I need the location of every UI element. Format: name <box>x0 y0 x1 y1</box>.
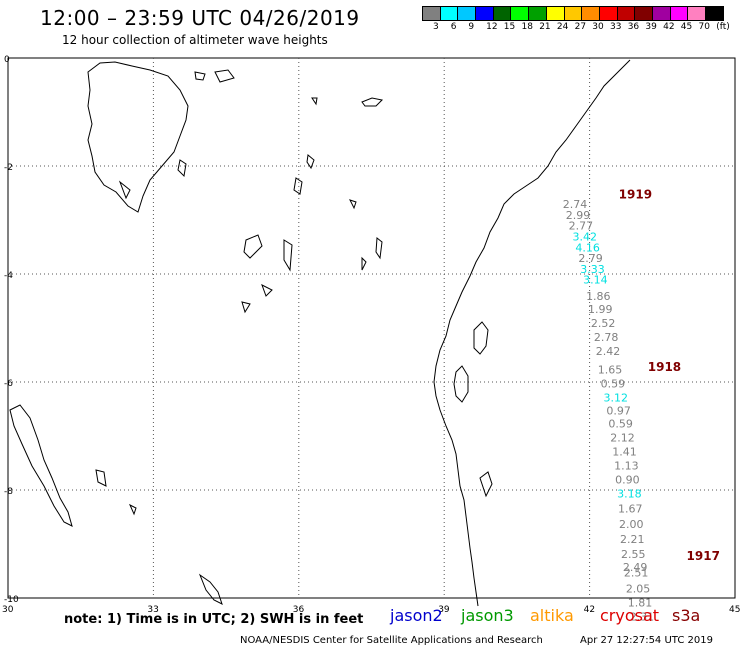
wave-height-value: 3.42 <box>573 231 598 244</box>
footer-timestamp: Apr 27 12:27:54 UTC 2019 <box>580 635 713 646</box>
lake-victoria <box>87 61 189 213</box>
wave-height-value: 2.21 <box>620 533 645 546</box>
scale-label: 24 <box>556 22 569 32</box>
y-tick-label: 0 <box>4 55 10 65</box>
x-tick-label: 33 <box>147 605 158 615</box>
wave-height-value: 3.18 <box>617 488 642 501</box>
wave-height-value: 2.00 <box>619 518 644 531</box>
scale-label: 39 <box>645 22 657 32</box>
wave-height-value: 2.12 <box>610 431 635 444</box>
wave-height-value: 2.74 <box>563 198 588 211</box>
pemba-island <box>473 321 489 355</box>
wave-height-value: 1.13 <box>614 459 639 472</box>
wave-height-value: 1.99 <box>588 303 613 316</box>
legend-item: jason3 <box>461 606 514 625</box>
wave-height-value: 2.78 <box>594 331 619 344</box>
color-scale <box>422 6 724 21</box>
wave-height-value: 1.86 <box>586 290 611 303</box>
scale-label: 6 <box>450 22 457 32</box>
axis-ticks: 30 33 36 39 42 45 0 -2 -4 -6 -8 -10 <box>2 55 740 615</box>
scale-label: 9 <box>468 22 475 32</box>
wave-height-value: 0.90 <box>615 474 640 487</box>
track-label: 1917 <box>687 549 720 563</box>
scale-label: 18 <box>521 22 533 32</box>
y-tick-label: -6 <box>4 379 13 389</box>
scale-label: 21 <box>539 22 551 32</box>
wave-height-value: 2.05 <box>626 583 651 596</box>
wave-height-value: 3.12 <box>604 391 629 404</box>
wave-height-value: 2.51 <box>624 566 649 579</box>
track-labels: 1919 1918 1917 <box>619 187 720 563</box>
scale-label: (ft) <box>716 22 730 32</box>
scale-label: 36 <box>627 22 640 32</box>
wave-height-value: 4.16 <box>575 241 600 254</box>
footer-credit: NOAA/NESDIS Center for Satellite Applica… <box>240 635 543 646</box>
legend-item: cryosat <box>600 606 660 625</box>
wave-height-value: 1.41 <box>612 445 637 458</box>
footer: NOAA/NESDIS Center for Satellite Applica… <box>240 635 713 646</box>
y-tick-label: -10 <box>4 595 19 605</box>
lake-tanganyika <box>9 404 73 527</box>
wave-height-value: 0.59 <box>601 377 626 390</box>
wave-height-value: 2.31 <box>630 611 655 624</box>
x-tick-label: 42 <box>584 605 595 615</box>
wave-height-value: 2.55 <box>621 548 646 561</box>
wave-height-value: 1.65 <box>598 363 623 376</box>
note-text: note: 1) Time is in UTC; 2) SWH is in fe… <box>64 612 364 627</box>
y-tick-label: -2 <box>4 163 13 173</box>
scale-label: 12 <box>486 22 498 32</box>
legend-item: jason2 <box>390 606 443 625</box>
color-scale-labels: 3 6 9 12 15 18 21 24 27 30 33 36 39 42 45 70 (ft) <box>423 22 740 34</box>
scale-label: 15 <box>503 22 516 32</box>
zanzibar-island <box>453 365 469 403</box>
scale-label: 70 <box>698 22 710 32</box>
east-africa-coast <box>433 59 631 607</box>
x-tick-label: 36 <box>293 605 305 615</box>
scale-label: 27 <box>574 22 587 32</box>
legend-item: s3a <box>672 606 701 625</box>
scale-label: 3 <box>433 22 439 32</box>
wave-height-value: 2.42 <box>596 345 621 358</box>
map-title: 12:00 – 23:59 UTC 04/26/2019 <box>40 6 360 30</box>
wave-height-value: 0.59 <box>608 417 633 430</box>
coastline <box>9 59 631 607</box>
scale-label: 45 <box>680 22 693 32</box>
track-label: 1919 <box>619 187 652 201</box>
wave-height-value: 2.79 <box>578 252 603 265</box>
wave-height-value: 1.81 <box>628 597 653 610</box>
wave-height-labels: 2.742.992.773.424.162.793.333.14 1.861.99… <box>563 198 654 624</box>
scale-swatch <box>705 6 724 21</box>
wave-height-value: 2.52 <box>591 317 616 330</box>
wave-height-value: 0.97 <box>606 404 631 417</box>
scale-label: 42 <box>663 22 675 32</box>
mafia-island <box>479 471 493 498</box>
scale-label: 33 <box>610 22 622 32</box>
legend-item: altika <box>530 606 574 625</box>
wave-height-value: 3.33 <box>580 263 605 276</box>
wave-height-value: 2.49 <box>623 561 648 574</box>
map-subtitle: 12 hour collection of altimeter wave hei… <box>62 33 328 47</box>
wave-height-value: 2.99 <box>566 209 591 222</box>
x-tick-label: 45 <box>729 605 740 615</box>
scale-label: 30 <box>592 22 604 32</box>
map-grid <box>7 57 736 599</box>
wave-height-value: 2.77 <box>569 220 594 233</box>
x-tick-label: 30 <box>2 605 14 615</box>
track-label: 1918 <box>648 360 681 374</box>
x-tick-label: 39 <box>438 605 450 615</box>
map-frame <box>7 57 736 599</box>
y-tick-label: -8 <box>4 487 13 497</box>
wave-height-value: 3.14 <box>583 274 608 287</box>
y-tick-label: -4 <box>4 271 13 281</box>
wave-height-value: 1.67 <box>618 503 643 516</box>
